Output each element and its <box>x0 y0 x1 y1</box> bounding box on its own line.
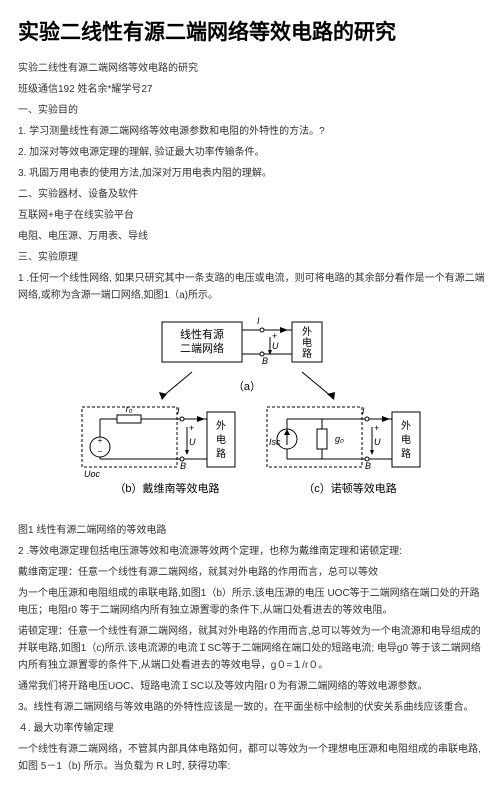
g0-label: g₀ <box>335 434 344 444</box>
body-line: 3。线性有源二端网络与等效电路的外特性应该是一致的，在平面坐标中绘制的伏安关系曲… <box>18 699 486 716</box>
svg-text:电: 电 <box>216 433 226 446</box>
caption-c: （c）诺顿等效电路 <box>303 481 397 495</box>
body-line: ４. 最大功率传输定理 <box>18 720 486 737</box>
page-title: 实验二线性有源二端网络等效电路的研究 <box>18 16 486 46</box>
body-line: 实验二线性有源二端网络等效电路的研究 <box>18 60 486 77</box>
diagram-label: 外 <box>302 326 312 338</box>
circuit-diagram: 线性有源 二端网络 I + U B 外 电 路 （a） + − Uoc <box>18 312 486 512</box>
diagram-label: 电 <box>302 336 312 349</box>
body-line: 3. 巩固万用电表的使用方法,加深对万用电表内阻的理解。 <box>18 165 486 182</box>
body-line: 戴维南定理：任意一个线性有源二端网络，就其对外电路的作用而言，总可以等效 <box>18 564 486 581</box>
body-line: 电阻、电压源、万用表、导线 <box>18 228 486 245</box>
uoc-label: Uoc <box>84 469 101 479</box>
body-line: 诺顿定理：任意一个线性有源二端网络，就其对外电路的作用而言,总可以等效为一个电流… <box>18 623 486 674</box>
svg-text:−: − <box>98 447 103 456</box>
svg-text:B: B <box>180 461 186 471</box>
diagram-label: U <box>272 341 279 351</box>
body-line: 一、实验目的 <box>18 102 486 119</box>
svg-text:I: I <box>177 406 180 416</box>
svg-text:U: U <box>189 437 196 447</box>
diagram-label: I <box>257 316 260 326</box>
isc-label: Isc <box>269 437 281 447</box>
svg-text:B: B <box>365 461 371 471</box>
svg-text:外: 外 <box>401 420 411 432</box>
caption-b: （b）戴维南等效电路 <box>114 481 219 495</box>
body-line: 一个线性有源二端网络，不管其内部具体电路如何，都可以等效为一个理想电压源和电阻组… <box>18 741 486 775</box>
body-line: 1 .任何一个线性网络, 如果只研究其中一条支路的电压或电流，则可将电路的其余部… <box>18 270 486 304</box>
diagram-label: 二端网络 <box>180 341 224 355</box>
diagram-label: 路 <box>302 347 312 360</box>
svg-text:路: 路 <box>216 447 226 460</box>
body-line: 1. 学习测量线性有源二端网络等效电源参数和电阻的外特性的方法。? <box>18 123 486 140</box>
diagram-label: 线性有源 <box>180 327 224 341</box>
body-line: 通常我们将开路电压UOC、短路电流ＩSC以及等效内阻r０为有源二端网络的等效电源… <box>18 678 486 695</box>
svg-text:路: 路 <box>401 447 411 460</box>
body-line: 班级通信192 姓名余*耀学号27 <box>18 81 486 98</box>
svg-text:+: + <box>374 423 379 433</box>
body-line: 二、实验器材、设备及软件 <box>18 186 486 203</box>
svg-text:外: 外 <box>216 420 226 432</box>
svg-text:+: + <box>189 423 194 433</box>
r0-label: r₀ <box>126 404 133 414</box>
body-line: 为一个电压源和电阻组成的串联电路,如图1（b）所示.该电压源的电压 UOC等于二… <box>18 585 486 619</box>
diagram-label: + <box>272 331 277 341</box>
body-line: 三、实验原理 <box>18 249 486 266</box>
body-line: 图1 线性有源二端网络的等效电路 <box>18 522 486 539</box>
svg-text:电: 电 <box>401 433 411 446</box>
svg-text:U: U <box>374 437 381 447</box>
body-line: 2 .等效电源定理包括电压源等效和电流源等效两个定理，也称为戴维南定理和诺顿定理… <box>18 543 486 560</box>
svg-text:+: + <box>98 436 103 445</box>
svg-text:I: I <box>362 406 365 416</box>
caption-a: （a） <box>233 380 261 393</box>
diagram-label: B <box>262 356 268 366</box>
body-line: 2. 加深对等效电源定理的理解, 验证最大功率传输条件。 <box>18 144 486 161</box>
body-line: 互联网+电子在线实验平台 <box>18 207 486 224</box>
